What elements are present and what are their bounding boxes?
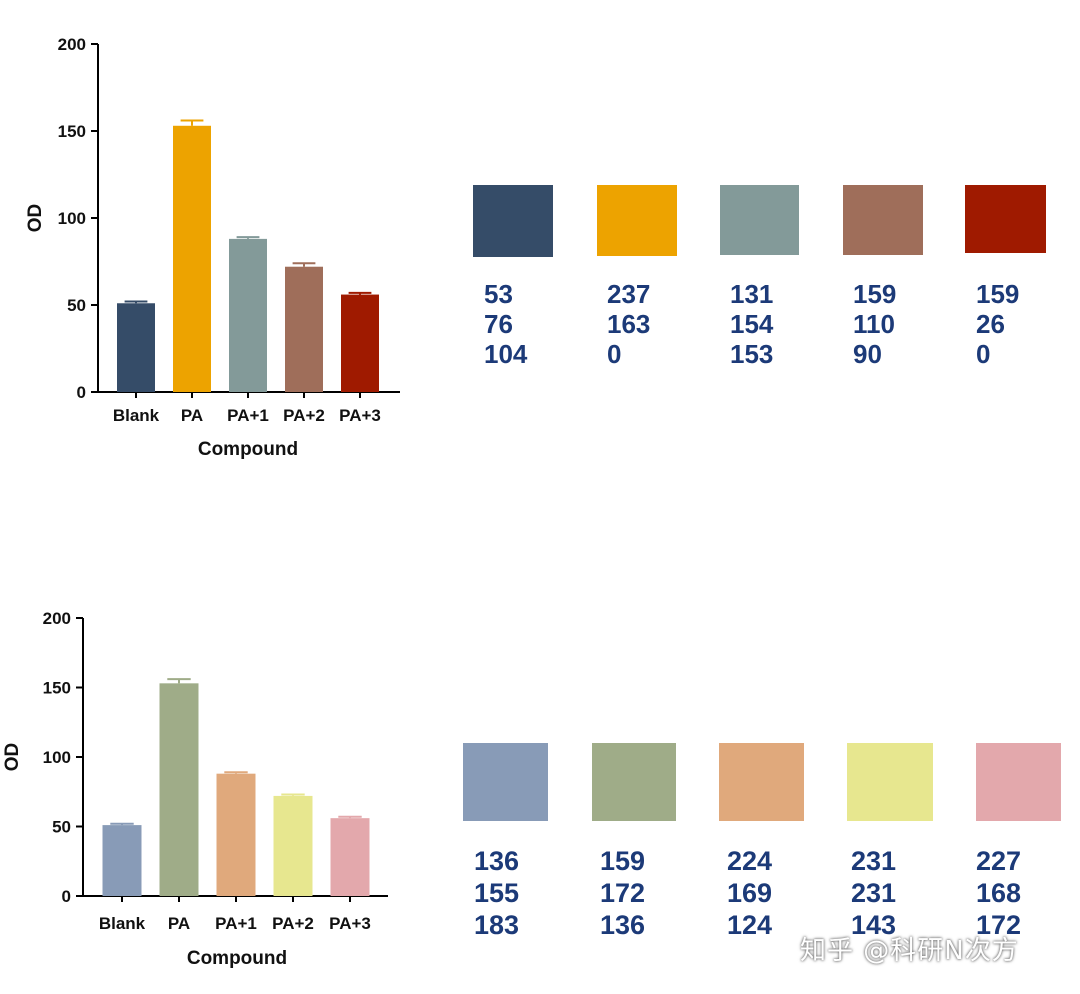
y-tick-label: 100 <box>43 748 71 767</box>
rgb-blue: 183 <box>474 910 520 940</box>
rgb-blue: 0 <box>607 339 622 369</box>
rgb-blue: 0 <box>976 339 991 369</box>
y-tick-label: 200 <box>58 35 86 54</box>
rgb-red: 53 <box>484 279 513 309</box>
rgb-red: 159 <box>853 279 897 309</box>
x-tick-label: PA+1 <box>227 406 269 425</box>
y-tick-label: 200 <box>43 609 71 628</box>
color-swatch <box>976 743 1061 821</box>
bar-paplus2 <box>285 266 323 392</box>
rgb-red: 159 <box>976 279 1020 309</box>
y-axis-title: OD <box>25 204 46 233</box>
bar-pa <box>159 683 199 896</box>
rgb-values: 159 172 136 <box>600 845 645 941</box>
rgb-red: 136 <box>474 846 520 876</box>
bar-chart-bottom: 0 50 100 150 200 Blank PA PA+1 PA+2 PA+3 Compound O… <box>2 609 388 969</box>
rgb-green: 154 <box>730 309 774 339</box>
y-tick-label: 150 <box>58 122 86 141</box>
bar-paplus1 <box>216 773 256 896</box>
rgb-green: 163 <box>607 309 651 339</box>
y-axis-title: OD <box>2 743 23 772</box>
bar-paplus1 <box>229 238 267 392</box>
rgb-green: 169 <box>727 878 773 908</box>
rgb-values: 53 76 104 <box>484 279 527 369</box>
color-swatch <box>847 743 933 821</box>
y-tick-label: 150 <box>43 679 71 698</box>
color-swatch <box>720 185 799 255</box>
y-tick-label: 0 <box>77 383 86 402</box>
rgb-green: 76 <box>484 309 513 339</box>
rgb-blue: 90 <box>853 339 882 369</box>
rgb-values: 159 110 90 <box>853 279 896 369</box>
rgb-green: 155 <box>474 878 520 908</box>
x-tick-label: PA+2 <box>272 914 314 933</box>
color-swatch <box>597 185 677 256</box>
x-tick-label: PA+2 <box>283 406 325 425</box>
rgb-green: 26 <box>976 309 1005 339</box>
bar-paplus3 <box>330 818 370 896</box>
rgb-values: 224 169 124 <box>727 845 772 941</box>
rgb-red: 231 <box>851 846 897 876</box>
rgb-values: 227 168 172 <box>976 845 1021 941</box>
rgb-values: 131 154 153 <box>730 279 773 369</box>
y-tick-label: 50 <box>52 818 71 837</box>
x-axis-title: Compound <box>198 439 298 460</box>
rgb-red: 159 <box>600 846 646 876</box>
y-tick-label: 50 <box>67 296 86 315</box>
x-tick-label: PA <box>168 914 190 933</box>
x-tick-label: PA+3 <box>339 406 381 425</box>
color-swatch <box>463 743 548 821</box>
rgb-values: 237 163 0 <box>607 279 650 369</box>
rgb-blue: 143 <box>851 910 897 940</box>
y-tick-label: 0 <box>62 887 71 906</box>
watermark: 知乎 @科研N次方 <box>800 936 1019 966</box>
rgb-blue: 104 <box>484 339 528 369</box>
color-swatch <box>719 743 804 821</box>
rgb-red: 131 <box>730 279 774 309</box>
rgb-red: 227 <box>976 846 1022 876</box>
rgb-blue: 124 <box>727 910 773 940</box>
rgb-values: 159 26 0 <box>976 279 1019 369</box>
rgb-blue: 153 <box>730 339 774 369</box>
rgb-green: 172 <box>600 878 646 908</box>
y-tick-label: 100 <box>58 209 86 228</box>
rgb-red: 224 <box>727 846 773 876</box>
rgb-red: 237 <box>607 279 651 309</box>
x-tick-label: Blank <box>99 914 146 933</box>
rgb-green: 110 <box>853 309 895 339</box>
x-axis-title: Compound <box>187 948 287 969</box>
color-swatch <box>592 743 676 821</box>
bar-chart-top: 0 50 100 150 200 Blank PA PA+1 PA+2 PA+3 Compound O… <box>25 35 400 460</box>
rgb-blue: 136 <box>600 910 646 940</box>
bar-blank <box>117 303 155 392</box>
rgb-values: 136 155 183 <box>474 845 519 941</box>
x-tick-label: PA <box>181 406 203 425</box>
rgb-green: 231 <box>851 878 897 908</box>
x-tick-label: PA+3 <box>329 914 371 933</box>
rgb-values: 231 231 143 <box>851 845 896 941</box>
color-swatch <box>843 185 923 255</box>
bar-paplus2 <box>273 795 313 896</box>
bar-paplus3 <box>341 294 379 392</box>
rgb-blue: 172 <box>976 910 1022 940</box>
color-swatch <box>965 185 1046 253</box>
color-swatch <box>473 185 553 257</box>
bar-pa <box>173 125 211 392</box>
x-tick-label: PA+1 <box>215 914 257 933</box>
x-tick-label: Blank <box>113 406 160 425</box>
rgb-green: 168 <box>976 878 1022 908</box>
bar-blank <box>102 825 142 896</box>
